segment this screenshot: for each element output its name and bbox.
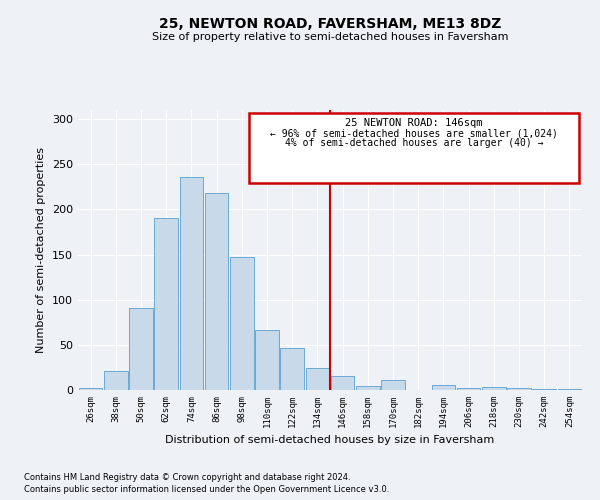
- Bar: [154, 218, 178, 390]
- Text: 25, NEWTON ROAD, FAVERSHAM, ME13 8DZ: 25, NEWTON ROAD, FAVERSHAM, ME13 8DZ: [159, 18, 501, 32]
- Bar: [255, 330, 279, 390]
- Bar: [457, 388, 481, 390]
- Text: 4% of semi-detached houses are larger (40) →: 4% of semi-detached houses are larger (4…: [285, 138, 543, 148]
- Text: 25 NEWTON ROAD: 146sqm: 25 NEWTON ROAD: 146sqm: [345, 118, 483, 128]
- Text: Contains public sector information licensed under the Open Government Licence v3: Contains public sector information licen…: [24, 485, 389, 494]
- Bar: [104, 371, 128, 390]
- Bar: [79, 388, 103, 390]
- Bar: [356, 386, 380, 390]
- Bar: [129, 308, 153, 390]
- Text: Size of property relative to semi-detached houses in Faversham: Size of property relative to semi-detach…: [152, 32, 508, 42]
- Bar: [179, 177, 203, 390]
- Bar: [482, 388, 506, 390]
- Bar: [280, 348, 304, 390]
- Bar: [532, 389, 556, 390]
- Y-axis label: Number of semi-detached properties: Number of semi-detached properties: [37, 147, 46, 353]
- Bar: [557, 389, 581, 390]
- Text: Contains HM Land Registry data © Crown copyright and database right 2024.: Contains HM Land Registry data © Crown c…: [24, 472, 350, 482]
- Bar: [305, 368, 329, 390]
- Bar: [331, 376, 355, 390]
- Bar: [431, 384, 455, 390]
- Bar: [205, 193, 229, 390]
- Text: ← 96% of semi-detached houses are smaller (1,024): ← 96% of semi-detached houses are smalle…: [270, 128, 558, 138]
- Bar: [230, 257, 254, 390]
- Bar: [507, 388, 531, 390]
- Text: Distribution of semi-detached houses by size in Faversham: Distribution of semi-detached houses by …: [166, 435, 494, 445]
- Bar: [381, 380, 405, 390]
